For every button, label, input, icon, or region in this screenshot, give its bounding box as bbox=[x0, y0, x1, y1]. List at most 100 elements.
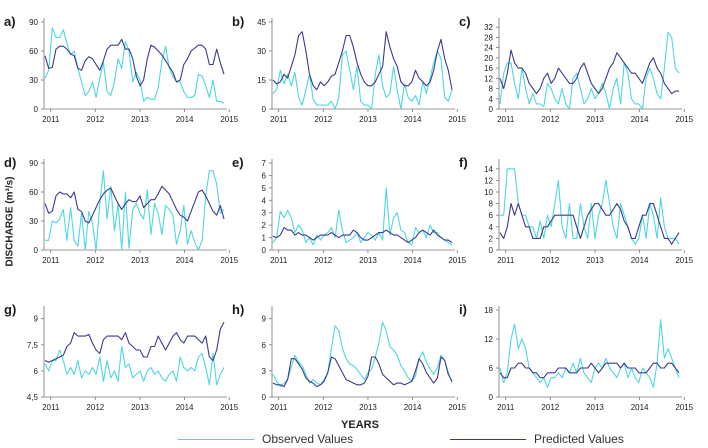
x-tick-label: 2014 bbox=[404, 403, 422, 412]
panel-label: d) bbox=[4, 155, 16, 170]
y-tick-label: 0 bbox=[489, 105, 494, 114]
y-tick-label: 18 bbox=[484, 306, 493, 315]
panel-label: c) bbox=[459, 14, 471, 29]
y-tick-label: 6 bbox=[34, 367, 39, 376]
observed-series-line bbox=[272, 321, 453, 388]
y-tick-label: 0 bbox=[262, 105, 267, 114]
y-tick-label: 30 bbox=[29, 76, 38, 85]
x-tick-label: 2011 bbox=[270, 115, 288, 124]
predicted-series-line bbox=[272, 227, 453, 244]
x-tick-label: 2013 bbox=[359, 403, 377, 412]
y-tick-label: 8 bbox=[489, 200, 494, 209]
panel-label: i) bbox=[459, 302, 467, 317]
observed-series-line bbox=[272, 50, 453, 110]
x-tick-label: 2012 bbox=[541, 256, 559, 265]
x-tick-label: 2014 bbox=[631, 403, 649, 412]
y-tick-label: 4 bbox=[489, 95, 494, 104]
panel-label: b) bbox=[232, 14, 244, 29]
x-tick-label: 2014 bbox=[404, 115, 422, 124]
x-tick-label: 2011 bbox=[270, 403, 288, 412]
y-tick-label: 0 bbox=[262, 393, 267, 402]
y-tick-label: 20 bbox=[484, 54, 493, 63]
x-tick-label: 2015 bbox=[220, 256, 238, 265]
x-tick-label: 2011 bbox=[42, 403, 60, 412]
y-tick-label: 30 bbox=[257, 47, 266, 56]
x-axis-title: YEARS bbox=[341, 419, 379, 431]
y-tick-label: 0 bbox=[34, 105, 39, 114]
y-tick-label: 4 bbox=[489, 223, 494, 232]
legend-predicted-label: Predicted Values bbox=[534, 432, 624, 446]
y-tick-label: 7 bbox=[262, 159, 267, 168]
legend-observed-label: Observed Values bbox=[262, 432, 354, 446]
panel-label: h) bbox=[232, 302, 244, 317]
legend-observed: Observed Values bbox=[178, 432, 353, 448]
panel-d: d) 0 30 60 90 2011 2012 2013 2014 2015 bbox=[4, 155, 239, 265]
x-tick-label: 2015 bbox=[448, 115, 466, 124]
y-tick-label: 12 bbox=[484, 176, 493, 185]
y-tick-label: 2 bbox=[489, 234, 494, 243]
y-tick-label: 16 bbox=[484, 64, 493, 73]
legend-predicted: Predicted Values bbox=[450, 432, 624, 448]
y-tick-label: 28 bbox=[484, 33, 493, 42]
x-tick-label: 2013 bbox=[586, 256, 604, 265]
panel-i: i) 0 6 12 18 2011 2012 2013 2014 2015 bbox=[459, 302, 694, 412]
y-tick-label: 9 bbox=[262, 315, 267, 324]
x-tick-label: 2013 bbox=[131, 403, 149, 412]
x-tick-label: 2015 bbox=[675, 403, 693, 412]
x-tick-label: 2011 bbox=[497, 115, 515, 124]
panel-f: f) 0 2 4 6 8 10 12 14 2011 2012 2013 2014 2015 bbox=[459, 155, 694, 265]
y-tick-label: 30 bbox=[29, 217, 38, 226]
x-tick-label: 2011 bbox=[42, 256, 60, 265]
x-tick-label: 2012 bbox=[541, 403, 559, 412]
x-tick-label: 2013 bbox=[131, 256, 149, 265]
y-tick-label: 2 bbox=[262, 221, 267, 230]
x-tick-label: 2013 bbox=[359, 115, 377, 124]
observed-series-line bbox=[499, 31, 680, 110]
y-tick-label: 6 bbox=[489, 211, 494, 220]
y-tick-label: 3 bbox=[262, 209, 267, 218]
y-tick-label: 8 bbox=[489, 85, 494, 94]
y-tick-label: 15 bbox=[257, 76, 266, 85]
y-tick-label: 0 bbox=[262, 246, 267, 255]
y-tick-label: 6 bbox=[262, 341, 267, 350]
y-tick-label: 90 bbox=[29, 18, 38, 27]
y-tick-label: 0 bbox=[34, 246, 39, 255]
x-tick-label: 2013 bbox=[586, 115, 604, 124]
x-tick-label: 2015 bbox=[448, 256, 466, 265]
predicted-series-line bbox=[44, 38, 225, 87]
observed-series-line bbox=[499, 319, 680, 388]
y-tick-label: 6 bbox=[489, 364, 494, 373]
observed-series-line bbox=[44, 27, 225, 104]
y-tick-label: 12 bbox=[484, 74, 493, 83]
y-tick-label: 60 bbox=[29, 188, 38, 197]
y-axis-title-text: DISCHARGE (m³/s) bbox=[4, 176, 16, 267]
y-tick-label: 45 bbox=[257, 18, 266, 27]
panel-label: a) bbox=[4, 14, 16, 29]
predicted-series-line bbox=[44, 321, 225, 363]
x-tick-label: 2011 bbox=[497, 256, 515, 265]
y-tick-label: 32 bbox=[484, 23, 493, 32]
legend-predicted-swatch bbox=[450, 439, 526, 441]
x-tick-label: 2015 bbox=[220, 115, 238, 124]
observed-series-line bbox=[500, 168, 680, 245]
x-tick-label: 2012 bbox=[314, 256, 332, 265]
panel-label: e) bbox=[232, 155, 244, 170]
y-tick-label: 3 bbox=[262, 367, 267, 376]
y-tick-label: 10 bbox=[484, 188, 493, 197]
y-tick-label: 0 bbox=[489, 393, 494, 402]
x-tick-label: 2015 bbox=[675, 115, 693, 124]
panel-label: g) bbox=[4, 302, 16, 317]
y-tick-label: 4 bbox=[262, 196, 267, 205]
x-tick-label: 2014 bbox=[631, 256, 649, 265]
x-tick-label: 2011 bbox=[497, 403, 515, 412]
x-tick-label: 2013 bbox=[359, 256, 377, 265]
x-tick-label: 2014 bbox=[176, 403, 194, 412]
legend-observed-swatch bbox=[178, 439, 254, 441]
y-tick-label: 90 bbox=[29, 159, 38, 168]
panel-g: g) 4,5 6 7,5 9 2011 2012 2013 2014 2015 bbox=[4, 302, 239, 412]
y-tick-label: 7,5 bbox=[27, 341, 39, 350]
x-tick-label: 2015 bbox=[220, 403, 238, 412]
y-tick-label: 9 bbox=[34, 315, 39, 324]
x-tick-label: 2015 bbox=[448, 403, 466, 412]
